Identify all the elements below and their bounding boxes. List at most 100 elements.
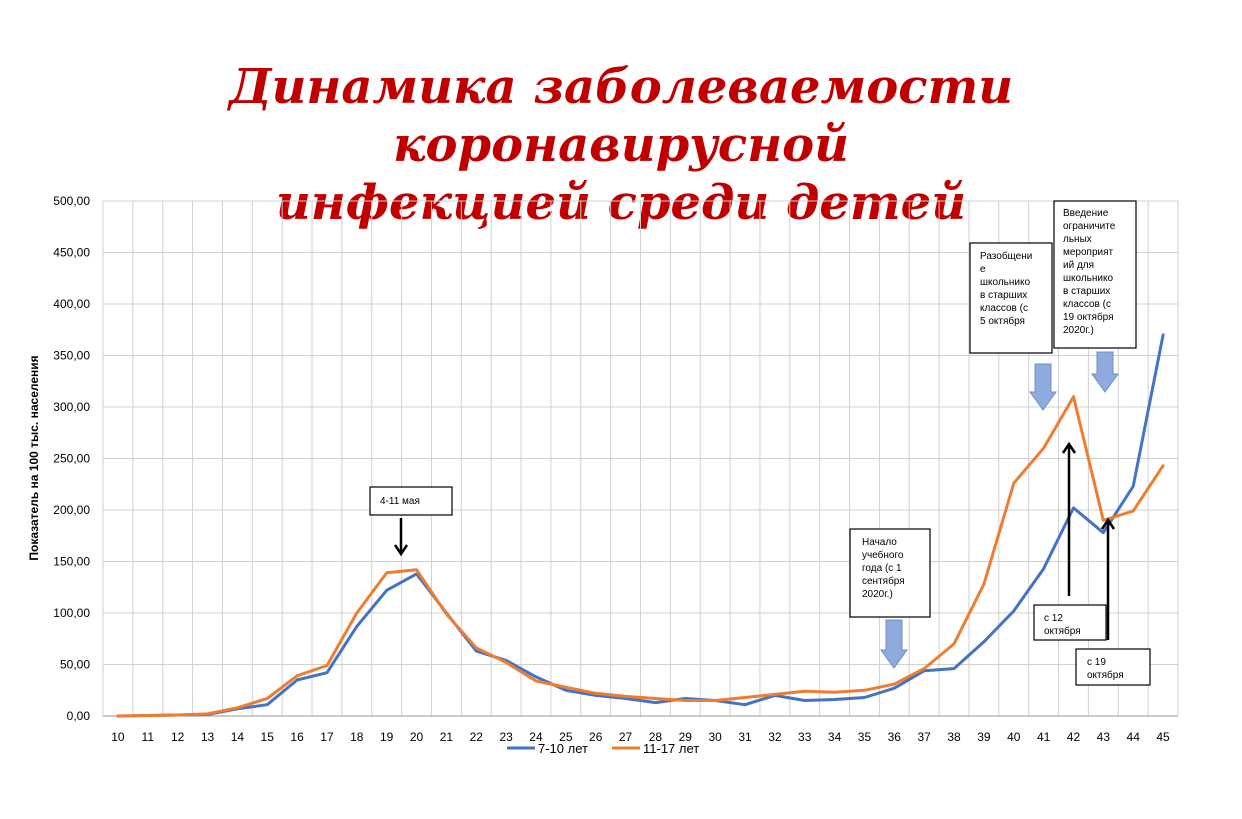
x-tick-label: 42 bbox=[1067, 730, 1081, 744]
annotation-text: Начало учебного года (с 1 сентября 2020г.) bbox=[862, 537, 905, 600]
x-tick-label: 26 bbox=[589, 730, 603, 744]
arrow-down-may bbox=[393, 518, 409, 557]
x-tick-label: 34 bbox=[828, 730, 842, 744]
annotation-text: Разобщени е школьнико в старших классов (с 5 … bbox=[980, 250, 1032, 327]
y-tick-label: 300,00 bbox=[53, 400, 90, 414]
x-tick-label: 43 bbox=[1097, 730, 1111, 744]
annotation-line: классов (с bbox=[1063, 299, 1111, 310]
y-tick-label: 400,00 bbox=[53, 297, 90, 311]
chart-series bbox=[116, 333, 1165, 718]
block-arrow-school-start bbox=[880, 619, 908, 669]
annotation-line: классов (с bbox=[980, 303, 1028, 314]
x-tick-label: 31 bbox=[738, 730, 752, 744]
annotation-box bbox=[849, 528, 931, 618]
y-tick-label: 100,00 bbox=[53, 606, 90, 620]
annotation-text: Введение ограничите льных мероприят ий для шк… bbox=[1063, 208, 1116, 336]
annotation-line: в старших bbox=[980, 290, 1027, 301]
x-tick-label: 29 bbox=[679, 730, 693, 744]
arrow-up-oct19 bbox=[1100, 517, 1116, 640]
annotation-school-start: Начало учебного года (с 1 сентября 2020г.) bbox=[849, 528, 931, 618]
title-line-2: инфекцией среди детей bbox=[275, 175, 967, 231]
x-tick-label: 21 bbox=[440, 730, 454, 744]
x-tick-label: 16 bbox=[290, 730, 304, 744]
x-tick-label: 30 bbox=[708, 730, 722, 744]
annotation-line: октября bbox=[1044, 625, 1081, 637]
arrow-head bbox=[1100, 517, 1116, 530]
y-tick-label: 50,00 bbox=[60, 658, 90, 672]
x-tick-label: 19 bbox=[380, 730, 394, 744]
annotation-line: мероприят bbox=[1063, 247, 1114, 258]
annotation-line: года (с 1 bbox=[862, 563, 902, 574]
x-tick-label: 39 bbox=[977, 730, 991, 744]
annotation-line: 2020г.) bbox=[1063, 325, 1094, 336]
legend-label: 11-17 лет bbox=[643, 741, 699, 756]
x-tick-label: 20 bbox=[410, 730, 424, 744]
x-tick-label: 33 bbox=[798, 730, 812, 744]
x-tick-label: 38 bbox=[947, 730, 961, 744]
chart-grid bbox=[102, 200, 1179, 717]
x-tick-label: 18 bbox=[350, 730, 364, 744]
x-tick-label: 15 bbox=[261, 730, 275, 744]
annotation-separation: Разобщени е школьнико в старших классов (с 5 … bbox=[969, 242, 1053, 354]
x-tick-label: 36 bbox=[888, 730, 902, 744]
annotation-text: 4-11 мая bbox=[380, 496, 420, 507]
annotation-line: школьнико bbox=[980, 277, 1030, 288]
annotation-line: Введение bbox=[1063, 208, 1109, 219]
y-tick-label: 200,00 bbox=[53, 503, 90, 517]
annotation-line: 19 октября bbox=[1063, 311, 1114, 323]
annotation-line: в старших bbox=[1063, 286, 1110, 297]
block-arrow-restrictions bbox=[1091, 351, 1119, 393]
annotation-line: сентября bbox=[862, 575, 905, 587]
annotation-line: октября bbox=[1087, 669, 1124, 681]
x-tick-label: 24 bbox=[529, 730, 543, 744]
x-tick-label: 41 bbox=[1037, 730, 1051, 744]
annotation-line: с 19 bbox=[1087, 657, 1106, 668]
x-tick-label: 12 bbox=[171, 730, 185, 744]
x-tick-label: 37 bbox=[918, 730, 932, 744]
x-tick-label: 13 bbox=[201, 730, 215, 744]
x-tick-label: 11 bbox=[142, 730, 155, 744]
y-axis-label: Показатель на 100 тыс. населения bbox=[27, 355, 41, 560]
y-tick-label: 0,00 bbox=[67, 709, 91, 723]
annotation-line: ограничите bbox=[1063, 221, 1116, 232]
x-tick-label: 22 bbox=[470, 730, 484, 744]
arrow-head bbox=[1061, 441, 1077, 454]
x-tick-label: 27 bbox=[619, 730, 633, 744]
y-tick-label: 250,00 bbox=[53, 452, 90, 466]
y-tick-label: 500,00 bbox=[53, 194, 90, 208]
annotation-line: с 12 bbox=[1044, 613, 1063, 624]
page-title: Динамика заболеваемости коронавирусной и… bbox=[0, 58, 1242, 232]
x-tick-label: 10 bbox=[111, 730, 125, 744]
annotation-line: школьнико bbox=[1063, 273, 1113, 284]
annotation-oct19: с 19 октября bbox=[1075, 648, 1151, 686]
x-tick-label: 45 bbox=[1156, 730, 1170, 744]
annotation-may: 4-11 мая bbox=[369, 486, 453, 516]
x-tick-label: 40 bbox=[1007, 730, 1021, 744]
x-tick-label: 32 bbox=[768, 730, 782, 744]
x-tick-label: 25 bbox=[559, 730, 573, 744]
annotation-box bbox=[1075, 648, 1151, 686]
annotation-line: учебного bbox=[862, 549, 904, 561]
annotation-line: льных bbox=[1063, 234, 1092, 245]
annotation-box bbox=[1033, 604, 1107, 641]
y-tick-label: 150,00 bbox=[53, 555, 90, 569]
title-line-1: Динамика заболеваемости коронавирусной bbox=[228, 59, 1014, 173]
annotation-box bbox=[969, 242, 1053, 354]
arrow-up-oct12 bbox=[1061, 441, 1077, 596]
legend-label: 7-10 лет bbox=[538, 741, 588, 756]
x-tick-label: 28 bbox=[649, 730, 663, 744]
annotation-oct12: с 12 октября bbox=[1033, 604, 1107, 641]
series-line-2 bbox=[116, 395, 1165, 718]
y-tick-label: 350,00 bbox=[53, 349, 90, 363]
annotation-text: с 12 октября bbox=[1044, 613, 1081, 637]
arrow-head bbox=[393, 544, 409, 557]
x-tick-label: 14 bbox=[231, 730, 245, 744]
y-tick-label: 450,00 bbox=[53, 246, 90, 260]
annotation-line: 4-11 мая bbox=[380, 496, 420, 507]
series-line-1 bbox=[116, 333, 1165, 718]
x-tick-label: 44 bbox=[1127, 730, 1141, 744]
annotation-box bbox=[1053, 200, 1137, 349]
block-arrow-separation bbox=[1029, 363, 1057, 411]
chart-legend: 7-10 лет 11-17 лет bbox=[507, 741, 699, 756]
